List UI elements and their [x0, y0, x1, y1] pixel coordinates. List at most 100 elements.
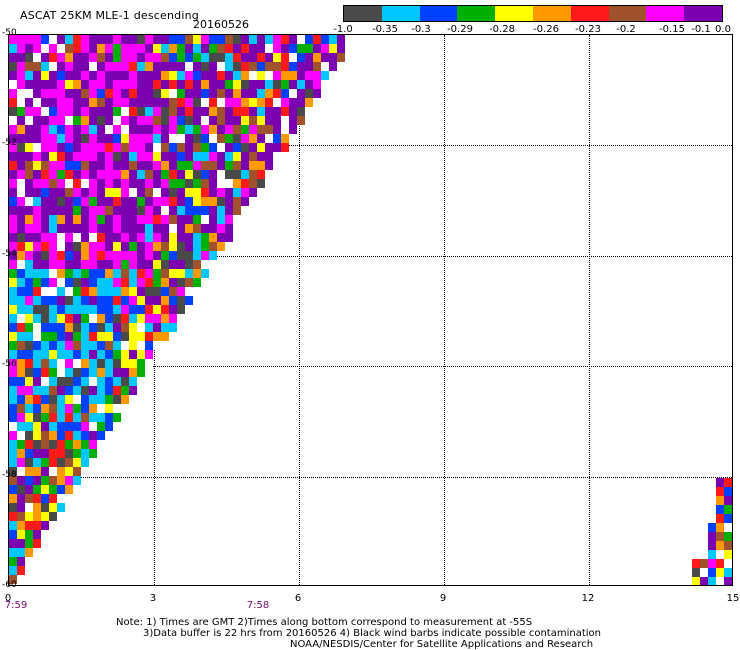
data-cell: [145, 260, 153, 269]
data-cell: [113, 350, 121, 359]
data-cell: [129, 188, 137, 197]
data-cell: [113, 215, 121, 224]
data-cell: [105, 269, 113, 278]
data-cell: [233, 161, 241, 170]
data-cell: [249, 134, 257, 143]
data-cell: [137, 215, 145, 224]
data-cell: [113, 44, 121, 53]
data-cell: [25, 332, 33, 341]
data-cell: [185, 242, 193, 251]
data-cell: [153, 152, 161, 161]
data-cell: [105, 368, 113, 377]
data-cell: [177, 296, 185, 305]
data-cell: [89, 125, 97, 134]
data-cell: [25, 521, 33, 530]
data-cell: [17, 557, 25, 566]
data-cell: [57, 161, 65, 170]
data-cell: [113, 80, 121, 89]
data-cell: [49, 494, 57, 503]
data-cell: [708, 568, 716, 577]
data-cell: [97, 116, 105, 125]
data-cell: [65, 458, 73, 467]
data-cell: [41, 80, 49, 89]
data-cell: [329, 44, 337, 53]
data-cell: [289, 71, 297, 80]
data-cell: [41, 476, 49, 485]
data-cell: [169, 206, 177, 215]
data-cell: [9, 368, 17, 377]
data-cell: [81, 440, 89, 449]
data-cell: [145, 98, 153, 107]
data-cell: [129, 125, 137, 134]
data-cell: [724, 496, 732, 505]
data-cell: [233, 197, 241, 206]
data-cell: [57, 422, 65, 431]
data-cell: [137, 305, 145, 314]
data-cell: [81, 395, 89, 404]
data-cell: [89, 107, 97, 116]
data-cell: [225, 107, 233, 116]
data-cell: [225, 98, 233, 107]
data-cell: [9, 575, 17, 584]
data-cell: [25, 413, 33, 422]
data-cell: [121, 215, 129, 224]
data-cell: [249, 53, 257, 62]
data-cell: [89, 197, 97, 206]
data-cell: [65, 422, 73, 431]
data-cell: [17, 449, 25, 458]
data-cell: [65, 242, 73, 251]
data-cell: [201, 161, 209, 170]
data-cell: [25, 287, 33, 296]
legend-label: -0.35: [372, 24, 398, 35]
data-cell: [81, 314, 89, 323]
data-cell: [105, 305, 113, 314]
data-cell: [169, 224, 177, 233]
data-cell: [57, 368, 65, 377]
data-cell: [193, 170, 201, 179]
data-cell: [257, 152, 265, 161]
data-cell: [89, 278, 97, 287]
data-cell: [9, 251, 17, 260]
data-cell: [57, 197, 65, 206]
data-cell: [273, 152, 281, 161]
data-cell: [89, 269, 97, 278]
data-cell: [153, 89, 161, 98]
data-cell: [289, 125, 297, 134]
data-cell: [129, 305, 137, 314]
data-cell: [17, 359, 25, 368]
x-axis-label: 9: [439, 593, 447, 604]
data-cell: [233, 179, 241, 188]
data-cell: [137, 188, 145, 197]
data-cell: [65, 233, 73, 242]
data-cell: [41, 485, 49, 494]
data-cell: [17, 197, 25, 206]
data-cell: [708, 532, 716, 541]
data-cell: [105, 44, 113, 53]
data-cell: [249, 188, 257, 197]
data-cell: [161, 62, 169, 71]
data-cell: [129, 296, 137, 305]
data-cell: [137, 53, 145, 62]
data-cell: [257, 80, 265, 89]
data-cell: [41, 116, 49, 125]
data-cell: [217, 116, 225, 125]
data-cell: [209, 197, 217, 206]
data-cell: [137, 341, 145, 350]
data-cell: [121, 125, 129, 134]
data-cell: [97, 251, 105, 260]
data-cell: [113, 89, 121, 98]
data-cell: [65, 179, 73, 188]
data-cell: [145, 314, 153, 323]
data-cell: [17, 125, 25, 134]
data-cell: [65, 404, 73, 413]
data-cell: [289, 44, 297, 53]
data-cell: [105, 359, 113, 368]
data-cell: [193, 89, 201, 98]
data-cell: [9, 80, 17, 89]
legend-swatch: [684, 6, 722, 21]
data-cell: [209, 89, 217, 98]
data-cell: [113, 224, 121, 233]
data-cell: [169, 278, 177, 287]
data-cell: [185, 215, 193, 224]
data-cell: [97, 260, 105, 269]
